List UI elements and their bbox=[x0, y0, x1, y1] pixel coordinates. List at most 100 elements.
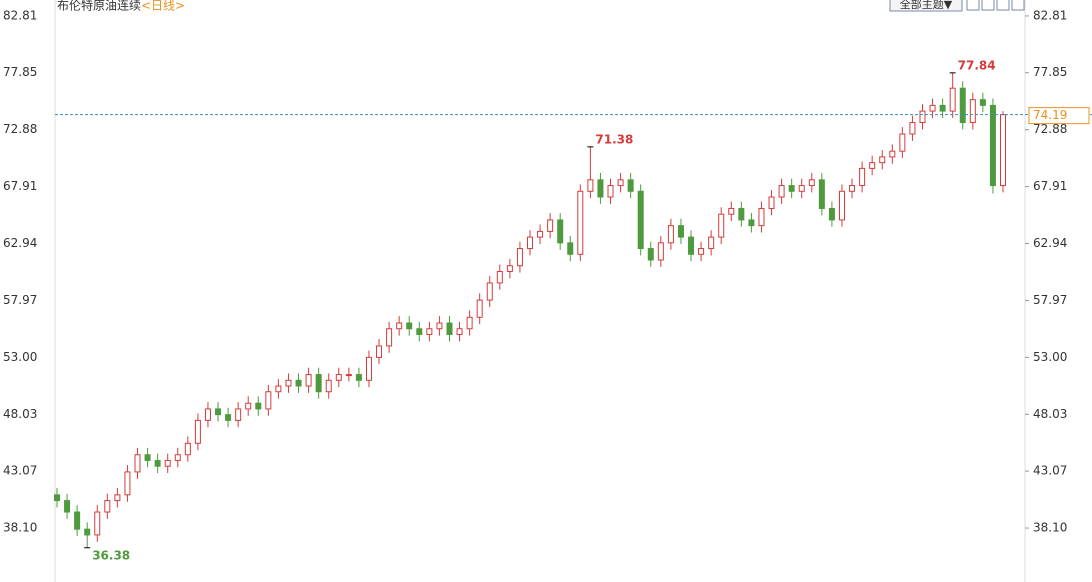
candle-body bbox=[798, 185, 805, 192]
zoom-icon[interactable] bbox=[966, 0, 980, 11]
candle-body bbox=[698, 248, 705, 255]
candle-body bbox=[738, 207, 745, 221]
candle-body bbox=[758, 207, 765, 227]
candle-body bbox=[849, 185, 856, 192]
candle-body bbox=[979, 99, 986, 106]
candle-body bbox=[235, 408, 242, 421]
y-tick-label: 62.94 bbox=[1033, 236, 1067, 250]
y-tick-label: 82.81 bbox=[1033, 8, 1067, 22]
candle-body bbox=[557, 219, 564, 244]
y-tick-label: 57.97 bbox=[1033, 293, 1067, 307]
last-price-box bbox=[1028, 107, 1090, 125]
candle-body bbox=[476, 299, 483, 318]
candle-body bbox=[134, 454, 141, 473]
period-label[interactable]: <日线> bbox=[141, 0, 185, 13]
candle-body bbox=[989, 104, 996, 187]
candle-body bbox=[1000, 114, 1006, 187]
candle-body bbox=[275, 385, 282, 393]
toolbar-icons bbox=[966, 0, 1025, 11]
zoom-icon[interactable] bbox=[1011, 0, 1025, 11]
candle-body bbox=[929, 104, 936, 112]
chart-title: 布伦特原油连续 bbox=[57, 0, 141, 13]
candle-body bbox=[677, 225, 684, 238]
candle-body bbox=[295, 379, 302, 387]
candle-body bbox=[516, 248, 523, 267]
y-tick-label: 38.10 bbox=[3, 521, 37, 535]
candle-body bbox=[416, 328, 423, 335]
candle-body bbox=[859, 167, 866, 187]
candle-body bbox=[74, 511, 81, 530]
candle-body bbox=[617, 179, 624, 187]
candle-body bbox=[335, 374, 342, 381]
y-tick-label: 67.91 bbox=[3, 179, 37, 193]
y-tick-label: 53.00 bbox=[1033, 350, 1067, 364]
candle-body bbox=[788, 185, 795, 192]
candle-body bbox=[919, 110, 926, 124]
candle-body bbox=[879, 156, 886, 164]
theme-button[interactable]: 全部主题▼ bbox=[900, 0, 953, 11]
candle-body bbox=[376, 345, 383, 358]
candle-body bbox=[456, 328, 463, 335]
candle-body bbox=[325, 379, 332, 393]
candle-body bbox=[265, 391, 272, 410]
y-tick-label: 82.81 bbox=[3, 8, 37, 22]
candle-body bbox=[446, 322, 453, 335]
candle-body bbox=[949, 87, 956, 112]
y-tick-label: 77.85 bbox=[3, 65, 37, 79]
theme-button-box[interactable] bbox=[889, 0, 963, 12]
y-tick-label: 77.85 bbox=[1033, 65, 1067, 79]
candle-body bbox=[144, 454, 151, 461]
candle-body bbox=[104, 500, 111, 513]
y-tick-label: 57.97 bbox=[3, 293, 37, 307]
candle-body bbox=[94, 511, 101, 536]
candle-body bbox=[285, 379, 292, 387]
candle-body bbox=[54, 494, 60, 502]
candle-body bbox=[657, 242, 664, 261]
candle-body bbox=[426, 328, 433, 335]
candle-body bbox=[818, 179, 825, 209]
candle-body bbox=[959, 87, 966, 124]
extreme-label: 71.38 bbox=[595, 132, 633, 146]
candle-body bbox=[537, 230, 544, 238]
candle-body bbox=[637, 190, 644, 250]
candle-body bbox=[899, 133, 906, 152]
y-tick-label: 72.88 bbox=[3, 122, 37, 136]
candle-body bbox=[838, 190, 845, 221]
candle-body bbox=[667, 225, 674, 244]
y-tick-label: 62.94 bbox=[3, 236, 37, 250]
candle-body bbox=[406, 322, 413, 330]
y-tick-label: 48.03 bbox=[1033, 407, 1067, 421]
candle-body bbox=[245, 402, 252, 410]
candle-body bbox=[547, 219, 554, 232]
candle-body bbox=[84, 528, 91, 536]
extreme-label: 36.38 bbox=[92, 548, 130, 562]
candle-body bbox=[466, 316, 473, 330]
candle-body bbox=[708, 236, 715, 250]
y-tick-label: 43.07 bbox=[3, 464, 37, 478]
candle-body bbox=[365, 356, 372, 381]
candle-body bbox=[386, 328, 393, 347]
candle-body bbox=[305, 374, 312, 387]
candle-body bbox=[587, 179, 594, 192]
candle-body bbox=[436, 322, 443, 330]
candle-body bbox=[567, 242, 574, 255]
candle-body bbox=[778, 185, 785, 198]
candle-body bbox=[114, 494, 121, 502]
candle-body bbox=[124, 471, 131, 496]
candle-body bbox=[808, 179, 815, 187]
candle-body bbox=[768, 196, 775, 209]
candle-body bbox=[64, 500, 71, 513]
y-tick-label: 43.07 bbox=[1033, 464, 1067, 478]
zoom-icon[interactable] bbox=[996, 0, 1010, 11]
zoom-icon[interactable] bbox=[981, 0, 995, 11]
candle-body bbox=[869, 162, 876, 169]
candle-body bbox=[215, 408, 222, 416]
candle-body bbox=[345, 374, 352, 377]
candle-body bbox=[174, 454, 181, 461]
candle-body bbox=[527, 236, 533, 250]
y-tick-label: 48.03 bbox=[3, 407, 37, 421]
candle-body bbox=[969, 99, 976, 124]
candle-body bbox=[255, 402, 262, 410]
